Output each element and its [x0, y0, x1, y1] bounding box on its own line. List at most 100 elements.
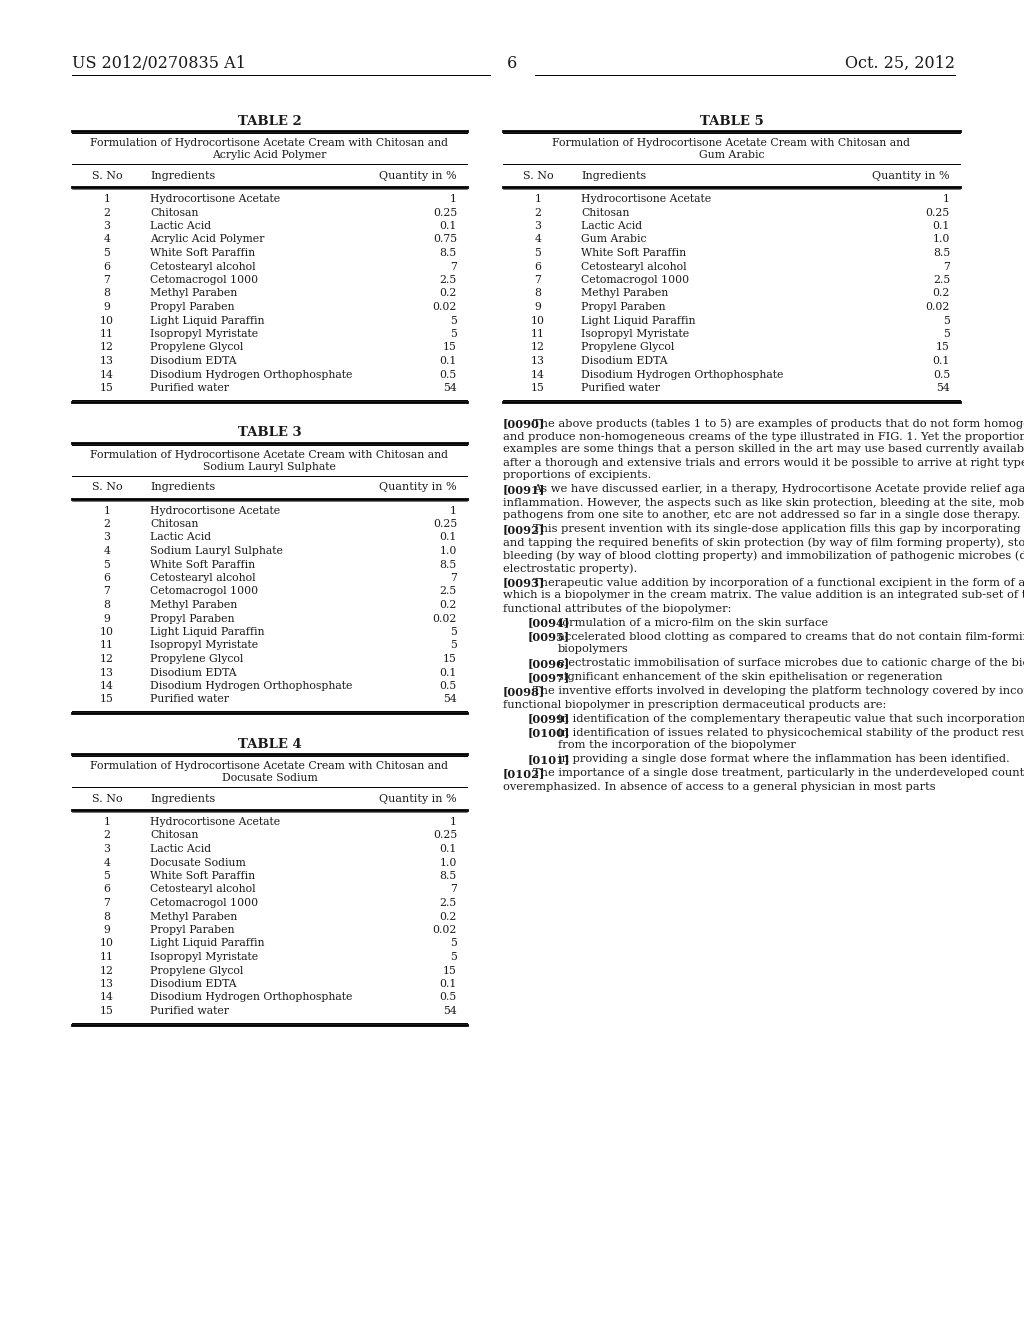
Text: in identification of the complementary therapeutic value that such incorporation: in identification of the complementary t…	[558, 714, 1024, 723]
Text: As we have discussed earlier, in a therapy, Hydrocortisone Acetate provide relie: As we have discussed earlier, in a thera…	[532, 484, 1024, 495]
Text: TABLE 3: TABLE 3	[238, 426, 301, 440]
Text: Quantity in %: Quantity in %	[379, 172, 457, 181]
Text: 0.25: 0.25	[433, 830, 457, 841]
Text: 12: 12	[100, 653, 114, 664]
Text: 9: 9	[103, 925, 111, 935]
Text: 7: 7	[943, 261, 950, 272]
Text: Ingredients: Ingredients	[581, 172, 646, 181]
Text: 0.1: 0.1	[439, 843, 457, 854]
Text: pathogens from one site to another, etc are not addressed so far in a single dos: pathogens from one site to another, etc …	[503, 511, 1020, 520]
Text: 54: 54	[443, 383, 457, 393]
Text: 1.0: 1.0	[933, 235, 950, 244]
Text: 2.5: 2.5	[439, 275, 457, 285]
Text: S. No: S. No	[92, 172, 122, 181]
Text: 11: 11	[100, 329, 114, 339]
Text: overemphasized. In absence of access to a general physician in most parts: overemphasized. In absence of access to …	[503, 781, 936, 792]
Text: Cetostearyl alcohol: Cetostearyl alcohol	[150, 884, 256, 895]
Text: 6: 6	[103, 261, 111, 272]
Text: Propyl Paraben: Propyl Paraben	[150, 614, 234, 623]
Text: Methyl Paraben: Methyl Paraben	[150, 289, 238, 298]
Text: 9: 9	[103, 302, 111, 312]
Text: Hydrocortisone Acetate: Hydrocortisone Acetate	[150, 817, 281, 828]
Text: Disodium EDTA: Disodium EDTA	[150, 668, 237, 677]
Text: S. No: S. No	[92, 483, 122, 492]
Text: Isopropyl Myristate: Isopropyl Myristate	[581, 329, 689, 339]
Text: [0099]: [0099]	[528, 714, 570, 725]
Text: 13: 13	[100, 356, 114, 366]
Text: US 2012/0270835 A1: US 2012/0270835 A1	[72, 55, 246, 73]
Text: 0.25: 0.25	[926, 207, 950, 218]
Text: Cetostearyl alcohol: Cetostearyl alcohol	[581, 261, 687, 272]
Text: TABLE 2: TABLE 2	[238, 115, 301, 128]
Text: 0.02: 0.02	[926, 302, 950, 312]
Text: 1.0: 1.0	[439, 858, 457, 867]
Text: 10: 10	[531, 315, 545, 326]
Text: accelerated blood clotting as compared to creams that do not contain film-formin: accelerated blood clotting as compared t…	[558, 631, 1024, 642]
Text: 5: 5	[103, 248, 111, 257]
Text: 0.5: 0.5	[439, 370, 457, 380]
Text: 8: 8	[103, 289, 111, 298]
Text: 7: 7	[103, 586, 111, 597]
Text: White Soft Paraffin: White Soft Paraffin	[150, 560, 255, 569]
Text: 1: 1	[103, 194, 111, 205]
Text: 2.5: 2.5	[439, 898, 457, 908]
Text: 0.1: 0.1	[439, 979, 457, 989]
Text: 0.02: 0.02	[432, 925, 457, 935]
Text: 2: 2	[103, 207, 111, 218]
Text: Docusate Sodium: Docusate Sodium	[221, 774, 317, 783]
Text: White Soft Paraffin: White Soft Paraffin	[581, 248, 686, 257]
Text: TABLE 5: TABLE 5	[699, 115, 763, 128]
Text: 0.25: 0.25	[433, 207, 457, 218]
Text: Acrylic Acid Polymer: Acrylic Acid Polymer	[150, 235, 264, 244]
Text: 8.5: 8.5	[933, 248, 950, 257]
Text: Cetostearyl alcohol: Cetostearyl alcohol	[150, 573, 256, 583]
Text: Quantity in %: Quantity in %	[872, 172, 950, 181]
Text: 2: 2	[103, 519, 111, 529]
Text: inflammation. However, the aspects such as like skin protection, bleeding at the: inflammation. However, the aspects such …	[503, 498, 1024, 507]
Text: and produce non-homogeneous creams of the type illustrated in FIG. 1. Yet the pr: and produce non-homogeneous creams of th…	[503, 432, 1024, 441]
Text: [0090]: [0090]	[503, 418, 545, 429]
Text: The inventive efforts involved in developing the platform technology covered by : The inventive efforts involved in develo…	[532, 686, 1024, 697]
Text: Formulation of Hydrocortisone Acetate Cream with Chitosan and: Formulation of Hydrocortisone Acetate Cr…	[553, 139, 910, 148]
Text: Methyl Paraben: Methyl Paraben	[581, 289, 669, 298]
Text: examples are some things that a person skilled in the art may use based currentl: examples are some things that a person s…	[503, 445, 1024, 454]
Text: Acrylic Acid Polymer: Acrylic Acid Polymer	[212, 150, 327, 160]
Text: 7: 7	[451, 573, 457, 583]
Text: Cetostearyl alcohol: Cetostearyl alcohol	[150, 261, 256, 272]
Text: Light Liquid Paraffin: Light Liquid Paraffin	[150, 627, 264, 638]
Text: 10: 10	[100, 315, 114, 326]
Text: [0100]: [0100]	[528, 727, 570, 738]
Text: which is a biopolymer in the cream matrix. The value addition is an integrated s: which is a biopolymer in the cream matri…	[503, 590, 1024, 601]
Text: Purified water: Purified water	[150, 1006, 229, 1016]
Text: Isopropyl Myristate: Isopropyl Myristate	[150, 952, 258, 962]
Text: 0.5: 0.5	[933, 370, 950, 380]
Text: Cetomacrogol 1000: Cetomacrogol 1000	[150, 898, 258, 908]
Text: Therapeutic value addition by incorporation of a functional excipient in the for: Therapeutic value addition by incorporat…	[532, 578, 1024, 587]
Text: 15: 15	[443, 965, 457, 975]
Text: Disodium EDTA: Disodium EDTA	[581, 356, 668, 366]
Text: 8.5: 8.5	[439, 560, 457, 569]
Text: in providing a single dose format where the inflammation has been identified.: in providing a single dose format where …	[558, 755, 1010, 764]
Text: 8: 8	[103, 912, 111, 921]
Text: 5: 5	[451, 329, 457, 339]
Text: [0092]: [0092]	[503, 524, 545, 536]
Text: Purified water: Purified water	[150, 694, 229, 705]
Text: electrostatic property).: electrostatic property).	[503, 564, 637, 574]
Text: Methyl Paraben: Methyl Paraben	[150, 912, 238, 921]
Text: Chitosan: Chitosan	[150, 207, 199, 218]
Text: Light Liquid Paraffin: Light Liquid Paraffin	[150, 939, 264, 949]
Text: 0.2: 0.2	[439, 289, 457, 298]
Text: Propyl Paraben: Propyl Paraben	[150, 925, 234, 935]
Text: 10: 10	[100, 627, 114, 638]
Text: 1.0: 1.0	[439, 546, 457, 556]
Text: Chitosan: Chitosan	[150, 830, 199, 841]
Text: S. No: S. No	[522, 172, 553, 181]
Text: 13: 13	[100, 979, 114, 989]
Text: 11: 11	[100, 640, 114, 651]
Text: 54: 54	[443, 694, 457, 705]
Text: 14: 14	[100, 681, 114, 690]
Text: Disodium Hydrogen Orthophosphate: Disodium Hydrogen Orthophosphate	[581, 370, 783, 380]
Text: in identification of issues related to physicochemical stability of the product : in identification of issues related to p…	[558, 727, 1024, 738]
Text: [0098]: [0098]	[503, 686, 545, 697]
Text: 8.5: 8.5	[439, 871, 457, 880]
